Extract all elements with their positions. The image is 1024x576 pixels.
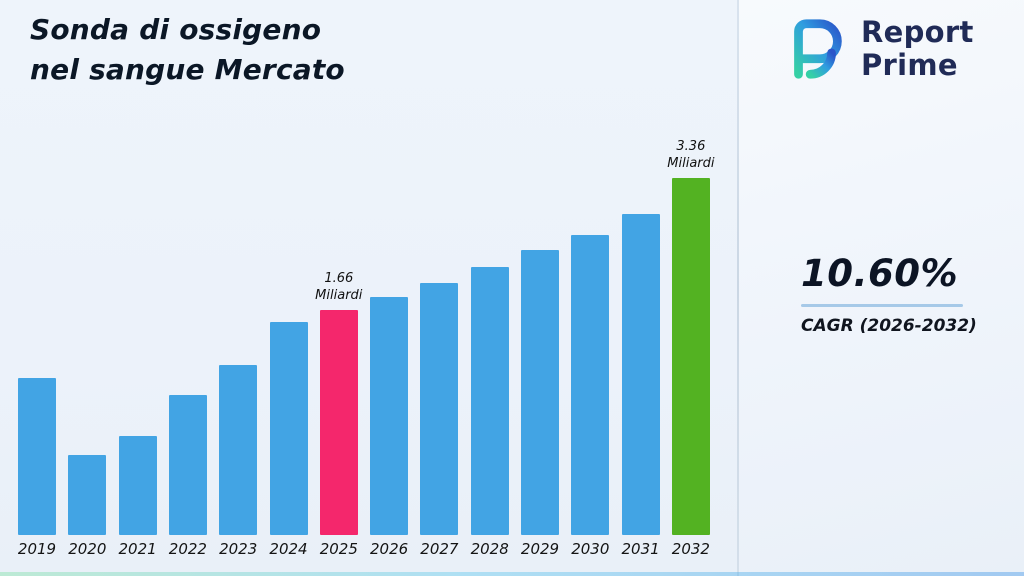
bar-2024 (269, 322, 308, 535)
x-tick-2029: 2029 (520, 540, 560, 558)
page-title-line2: nel sangue Mercato (30, 53, 345, 86)
bar-2019 (18, 378, 56, 535)
x-tick-2030: 2030 (571, 540, 610, 558)
x-tick-2021: 2021 (118, 540, 157, 558)
brand-logo: Report Prime (781, 14, 974, 84)
bar-2030 (571, 235, 610, 535)
x-tick-2027: 2027 (420, 540, 459, 558)
page-title: Sonda di ossigeno nel sangue Mercato (30, 10, 345, 90)
cagr-block: 10.60% CAGR (2026-2032) (801, 252, 981, 336)
brand-logo-icon (794, 19, 842, 79)
x-tick-2032: 2032 (671, 540, 710, 558)
page-title-line1: Sonda di ossigeno (30, 13, 322, 46)
x-tick-2023: 2023 (219, 540, 258, 558)
bar-2020 (68, 455, 107, 535)
x-tick-2020: 2020 (68, 540, 107, 558)
x-tick-2025: 2025 (319, 540, 358, 558)
bar-2023 (219, 365, 258, 535)
brand-name: Report Prime (861, 16, 974, 82)
x-tick-2031: 2031 (621, 540, 660, 558)
bar-chart: 2019 2020 2021 2022 2023 2024 2025 2026 2027 2028… (17, 139, 715, 558)
info-pane: Report Prime 10.60% CAGR (2026-2032) (739, 0, 1024, 576)
x-tick-2022: 2022 (168, 540, 207, 558)
x-tick-2026: 2026 (370, 540, 409, 558)
brand-name-line2: Prime (861, 48, 958, 82)
cagr-underline (801, 304, 963, 307)
x-tick-2028: 2028 (470, 540, 509, 558)
value-label-2032: 3.36 Miliardi (667, 139, 715, 171)
bottom-accent-bar (0, 572, 1024, 576)
value-label-2025: 1.66 Miliardi (315, 271, 363, 303)
bar-2021 (118, 436, 157, 535)
bar-2025 (319, 310, 358, 535)
x-tick-2019: 2019 (17, 540, 57, 558)
brand-name-line1: Report (861, 15, 974, 49)
bar-2027 (420, 283, 459, 535)
chart-pane: 2019 2020 2021 2022 2023 2024 2025 2026 2027 2028… (17, 10, 715, 558)
bar-2029 (521, 250, 559, 535)
bar-2028 (470, 267, 509, 535)
bar-2032 (671, 178, 710, 535)
bar-2031 (621, 214, 660, 535)
bar-2026 (370, 297, 409, 535)
panel-divider (737, 0, 739, 576)
x-tick-2024: 2024 (269, 540, 308, 558)
cagr-value: 10.60% (801, 252, 959, 295)
cagr-label: CAGR (2026-2032) (801, 316, 977, 336)
bar-2022 (168, 395, 207, 535)
